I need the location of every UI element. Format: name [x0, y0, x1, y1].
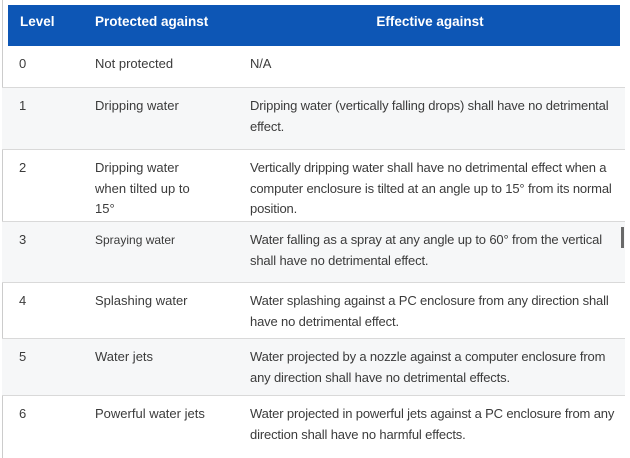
table-header-row: Level Protected against Effective agains… [8, 5, 620, 46]
column-header-level: Level [20, 14, 55, 29]
effective-against-cell: Water splashing against a PC enclosure f… [250, 293, 609, 329]
effective-against-cell: Vertically dripping water shall have no … [250, 160, 612, 216]
table-row: 2 Dripping water when tilted up to 15° V… [2, 150, 625, 222]
table-row: 1 Dripping water Dripping water (vertica… [2, 88, 625, 150]
table-row: 3 Spraying water Water falling as a spra… [2, 222, 625, 283]
level-cell: 1 [19, 98, 27, 113]
level-cell: 6 [19, 406, 27, 421]
protected-against-cell: Not protected [95, 56, 174, 71]
table-row: 4 Splashing water Water splashing agains… [2, 283, 625, 339]
column-header-effective-against: Effective against [376, 14, 484, 29]
level-cell: 3 [19, 232, 27, 247]
table-row: 6 Powerful water jets Water projected in… [2, 396, 625, 458]
table-row: 5 Water jets Water projected by a nozzle… [2, 339, 625, 396]
table-row: 0 Not protected N/A [2, 46, 625, 88]
level-cell: 2 [19, 160, 27, 175]
column-header-protected-against: Protected against [95, 14, 209, 29]
effective-against-cell: Dripping water (vertically falling drops… [250, 98, 609, 134]
protected-against-cell: Spraying water [95, 233, 176, 247]
effective-against-cell: Water projected by a nozzle against a co… [250, 349, 606, 385]
level-cell: 4 [19, 293, 27, 308]
effective-against-cell: Water falling as a spray at any angle up… [250, 232, 602, 268]
effective-against-cell: Water projected in powerful jets against… [250, 406, 615, 442]
text-cursor [621, 227, 624, 248]
protected-against-cell: Powerful water jets [95, 406, 205, 421]
level-cell: 0 [19, 56, 27, 71]
protected-against-cell: Splashing water [95, 293, 188, 308]
level-cell: 5 [19, 349, 27, 364]
protected-against-cell: Dripping water when tilted up to 15° [95, 160, 190, 216]
effective-against-cell: N/A [250, 56, 272, 71]
protected-against-cell: Dripping water [95, 98, 179, 113]
table-body: 0 Not protected N/A 1 Dripping water Dri… [2, 46, 625, 458]
protected-against-cell: Water jets [95, 349, 154, 364]
